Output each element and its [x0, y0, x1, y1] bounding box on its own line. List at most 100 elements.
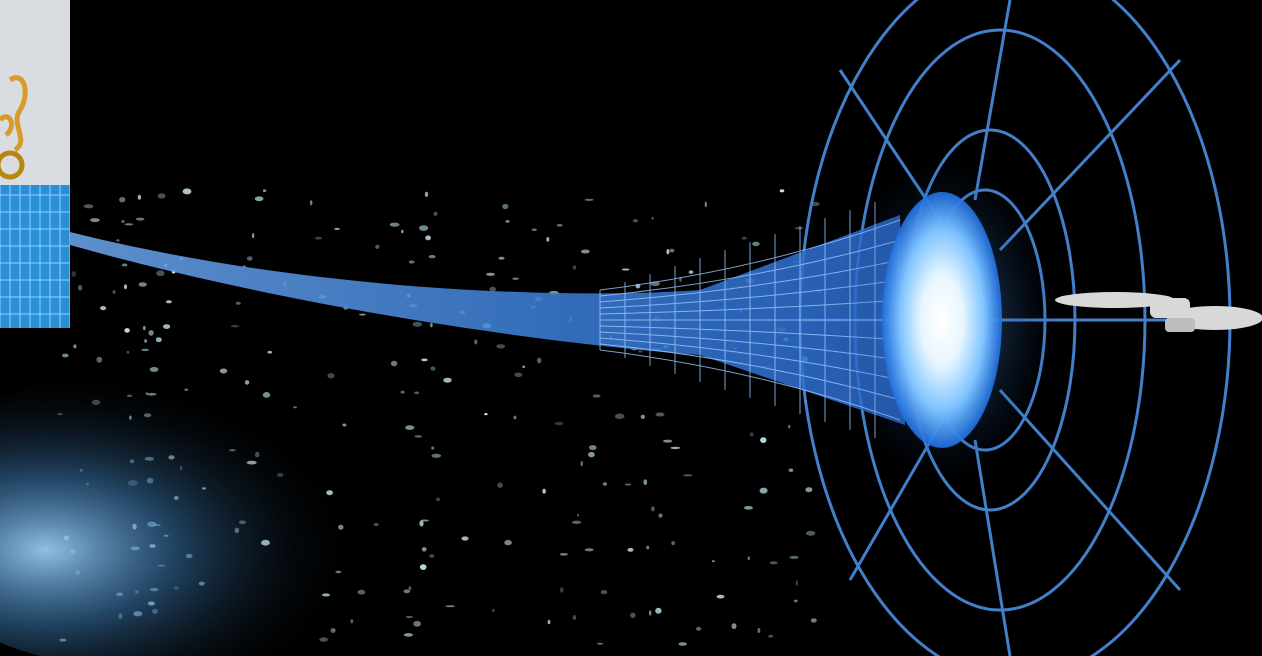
star [497, 482, 503, 489]
star [486, 272, 495, 276]
star [769, 561, 778, 565]
star [428, 255, 436, 259]
nebula-glow [0, 370, 410, 656]
star [794, 227, 804, 230]
star [375, 244, 380, 249]
star [592, 394, 601, 398]
gold-ornament-icon [0, 75, 28, 180]
star [492, 608, 495, 612]
star [651, 506, 655, 512]
star [669, 248, 675, 253]
star [165, 300, 172, 304]
star [408, 586, 412, 591]
star [400, 390, 405, 394]
star [542, 488, 546, 494]
star [627, 548, 634, 552]
star [327, 373, 335, 379]
star [121, 219, 125, 224]
star [663, 439, 673, 443]
star [496, 344, 506, 349]
star [96, 356, 103, 363]
star [651, 216, 654, 220]
star [412, 321, 423, 327]
star [262, 189, 267, 193]
wormhole-tube [70, 215, 905, 425]
star [666, 249, 670, 255]
star [805, 487, 813, 493]
star [810, 618, 817, 623]
star [502, 203, 509, 210]
star [414, 435, 422, 438]
star [310, 200, 313, 206]
star [547, 619, 551, 625]
star [498, 256, 505, 260]
star [597, 642, 604, 645]
star [630, 612, 636, 618]
star [655, 412, 665, 417]
star [749, 432, 754, 437]
star [760, 437, 767, 443]
star [559, 553, 568, 556]
star [413, 620, 421, 627]
star [505, 220, 510, 223]
star [768, 634, 774, 638]
star [648, 610, 652, 616]
star [584, 198, 594, 201]
star [757, 628, 761, 633]
star [230, 324, 240, 328]
star [148, 330, 154, 336]
star [112, 290, 116, 294]
star [330, 628, 336, 633]
star [504, 539, 512, 546]
star [580, 461, 583, 467]
star [425, 235, 431, 241]
star [71, 271, 77, 277]
star [788, 424, 791, 429]
star [531, 228, 537, 231]
star [614, 413, 625, 420]
star [121, 263, 128, 267]
star [788, 468, 794, 472]
star [421, 547, 427, 552]
star [119, 197, 126, 203]
star [419, 564, 427, 570]
star [744, 506, 753, 510]
star [401, 229, 404, 234]
star [124, 328, 130, 333]
star [461, 536, 469, 541]
star [537, 357, 542, 364]
star [741, 236, 747, 240]
inset-wall [0, 0, 70, 190]
star [155, 337, 162, 343]
inset-image [0, 0, 70, 328]
star [670, 446, 681, 450]
star [600, 590, 608, 595]
star [747, 556, 751, 561]
star [512, 277, 519, 280]
star [143, 325, 146, 331]
star [126, 350, 130, 354]
starship-icon [1055, 292, 1262, 332]
star [251, 233, 255, 239]
star [157, 193, 166, 199]
star [403, 633, 413, 637]
star [246, 256, 253, 261]
star [350, 619, 354, 624]
star [431, 446, 435, 450]
star [390, 360, 398, 367]
star [414, 391, 420, 395]
star [759, 487, 768, 494]
star [646, 545, 650, 550]
star [513, 415, 517, 420]
star [696, 626, 702, 631]
star [314, 236, 323, 240]
star [116, 239, 120, 242]
star [421, 358, 428, 362]
star [572, 615, 577, 620]
star [319, 637, 328, 642]
star [430, 322, 433, 328]
star [655, 607, 662, 614]
star [83, 204, 94, 209]
star [658, 513, 663, 518]
